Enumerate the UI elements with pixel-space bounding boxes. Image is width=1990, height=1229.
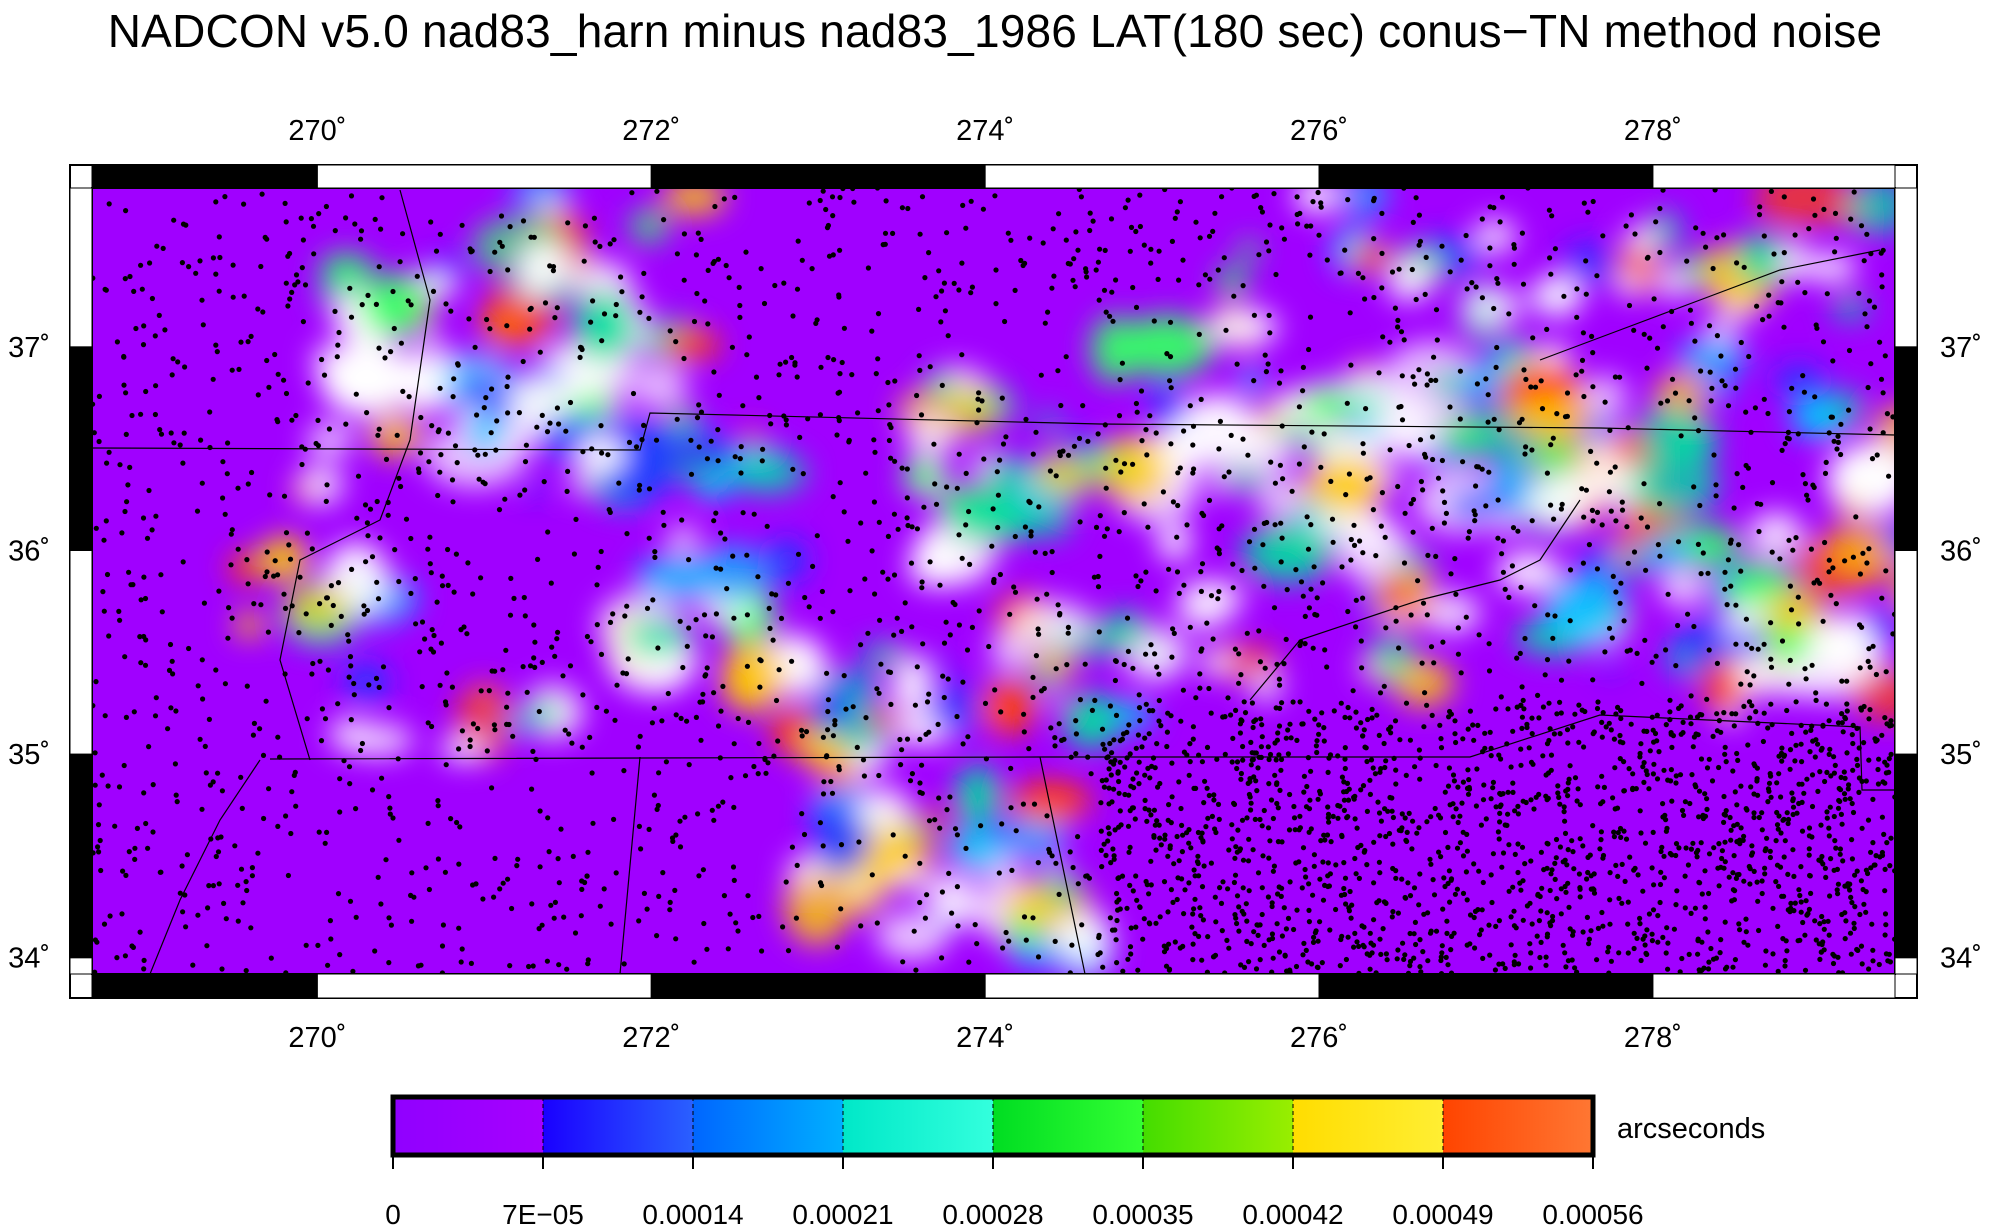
colorbar: 0 7E−05 0.00014 0.00021 0.00028 0.00035 0.0004…: [385, 1094, 1644, 1229]
colorbar-tick-label: 7E−05: [502, 1199, 584, 1229]
colorbar-segment: [843, 1097, 993, 1155]
lon-label-274: 274˚: [956, 1022, 1014, 1054]
lon-labels-top: 270˚ 272˚ 274˚ 276˚ 278˚: [288, 115, 1682, 147]
lon-label-272: 272˚: [622, 1022, 680, 1054]
lat-label-34: 34˚: [8, 943, 50, 975]
lat-labels-left: 34˚ 35˚ 36˚ 37˚: [8, 332, 50, 975]
state-boundaries: [92, 189, 1895, 974]
lon-label-278: 278˚: [1624, 115, 1682, 147]
lon-label-278: 278˚: [1624, 1022, 1682, 1054]
lat-label-36: 36˚: [1940, 535, 1982, 567]
colorbar-tick-label: 0.00049: [1392, 1199, 1493, 1229]
lon-label-272: 272˚: [622, 115, 680, 147]
lon-label-270: 270˚: [288, 115, 346, 147]
lon-label-276: 276˚: [1290, 115, 1348, 147]
lon-label-274: 274˚: [956, 115, 1014, 147]
colorbar-segment: [993, 1097, 1143, 1155]
colorbar-tick-label: 0.00035: [1092, 1199, 1193, 1229]
lat-label-37: 37˚: [8, 332, 50, 364]
colorbar-tick-label: 0.00056: [1542, 1199, 1643, 1229]
colorbar-segment: [693, 1097, 843, 1155]
colorbar-segment: [543, 1097, 693, 1155]
colorbar-tick-label: 0.00014: [642, 1199, 743, 1229]
station-dots: [92, 188, 1895, 974]
map-title: NADCON v5.0 nad83_harn minus nad83_1986 …: [107, 5, 1883, 57]
lat-label-35: 35˚: [1940, 739, 1982, 771]
colorbar-segment: [1143, 1097, 1293, 1155]
lat-label-37: 37˚: [1940, 332, 1982, 364]
lat-label-36: 36˚: [8, 535, 50, 567]
noise-field: [92, 188, 1895, 974]
colorbar-unit-label: arcseconds: [1617, 1113, 1765, 1145]
lat-labels-right: 34˚ 35˚ 36˚ 37˚: [1940, 332, 1982, 975]
lon-labels-bottom: 270˚ 272˚ 274˚ 276˚ 278˚: [288, 1022, 1682, 1054]
colorbar-segment: [1443, 1097, 1593, 1155]
colorbar-segment: [393, 1097, 543, 1155]
lat-label-35: 35˚: [8, 739, 50, 771]
colorbar-tick-label: 0.00028: [942, 1199, 1043, 1229]
scale-bars: [69, 164, 1918, 999]
colorbar-segment: [1293, 1097, 1443, 1155]
lon-label-270: 270˚: [288, 1022, 346, 1054]
colorbar-tick-label: 0.00021: [792, 1199, 893, 1229]
colorbar-tick-label: 0: [385, 1199, 401, 1229]
colorbar-tick-label: 0.00042: [1242, 1199, 1343, 1229]
lon-label-276: 276˚: [1290, 1022, 1348, 1054]
lat-label-34: 34˚: [1940, 943, 1982, 975]
